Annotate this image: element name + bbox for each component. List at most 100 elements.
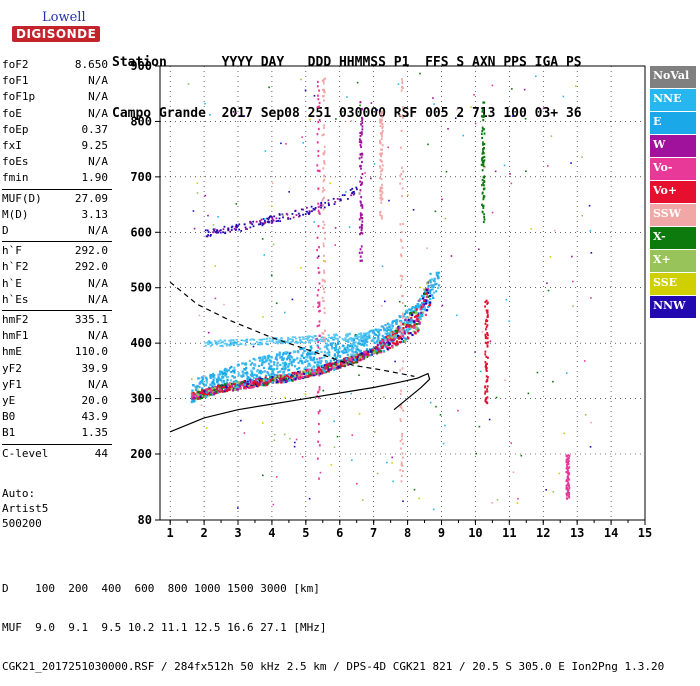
echo-point [347,338,350,341]
echo-point [383,336,386,339]
echo-point [427,305,430,309]
echo-point [546,282,548,285]
echo-point [293,441,296,444]
echo-point [263,338,266,340]
echo-point [503,164,506,167]
echo-point [346,353,349,356]
echo-point [311,210,313,213]
echo-point [230,365,233,369]
echo-point [233,227,236,230]
echo-point [278,353,281,356]
echo-point [219,231,222,234]
echo-point [400,89,403,92]
echo-point [356,345,359,348]
echo-point [486,401,489,404]
echo-point [399,223,402,226]
echo-point [401,116,404,119]
echo-point [308,369,311,372]
echo-point [197,394,200,397]
echo-point [408,324,411,327]
echo-point [335,350,339,354]
param-row: yF1 N/A [2,378,110,394]
echo-point [317,339,321,342]
echo-point [318,170,321,173]
echo-point [323,269,325,272]
echo-point [432,279,435,282]
echo-point [271,381,274,384]
echo-point [359,332,363,334]
echo-point [343,351,346,354]
echo-point [351,353,354,356]
legend-item: SSW [650,204,696,226]
echo-point [321,285,324,288]
echo-point [233,383,236,386]
echo-point [201,391,204,394]
echo-point [412,311,416,314]
echo-point [300,208,303,211]
echo-point [385,344,388,347]
echo-point [361,251,363,254]
echo-point [367,350,370,354]
echo-point [372,329,375,332]
echo-point [354,337,357,340]
echo-point [230,387,233,390]
echo-point [351,434,354,436]
echo-point [284,364,287,367]
echo-point [318,118,321,122]
echo-point [205,381,208,384]
echo-point [308,497,311,500]
echo-point [287,217,289,220]
echo-point [328,354,331,357]
echo-point [258,370,261,373]
echo-point [352,361,355,365]
echo-point [309,370,312,373]
echo-point [311,351,314,354]
echo-point [221,341,224,343]
echo-point [396,334,400,338]
echo-point [346,348,350,351]
echo-point [358,251,361,254]
echo-point [401,194,403,198]
echo-point [281,374,285,377]
echo-point [217,376,220,379]
echo-point [359,189,362,192]
echo-point [308,340,311,343]
echo-point [251,374,255,377]
param-row: MUF(D) 27.09 [2,192,110,208]
echo-point [565,479,568,482]
echo-point [334,346,338,350]
echo-point [390,331,393,334]
echo-point [243,223,246,226]
param-row: hmF1 N/A [2,329,110,345]
echo-point [293,445,296,448]
echo-point [359,333,362,336]
echo-point [335,366,338,369]
echo-point [482,176,485,179]
echo-point [361,217,364,220]
echo-point [361,220,364,223]
echo-point [286,358,289,361]
echo-point [306,356,309,359]
echo-point [305,371,308,375]
echo-point [356,356,359,359]
echo-point [261,238,264,240]
echo-point [284,351,287,354]
echo-point [323,99,325,102]
echo-point [289,352,291,355]
echo-point [326,347,329,350]
echo-point [283,368,286,371]
echo-point [225,372,228,376]
echo-point [323,307,326,310]
echo-point [318,246,320,249]
echo-point [335,357,338,360]
echo-point [303,338,306,340]
echo-point [429,281,432,284]
echo-point [225,382,228,385]
echo-point [354,333,357,336]
echo-point [213,229,216,232]
echo-point [250,383,253,387]
echo-point [204,341,207,344]
y-tick-label: 200 [130,447,152,461]
echo-point [322,287,325,291]
echo-point [484,350,487,353]
